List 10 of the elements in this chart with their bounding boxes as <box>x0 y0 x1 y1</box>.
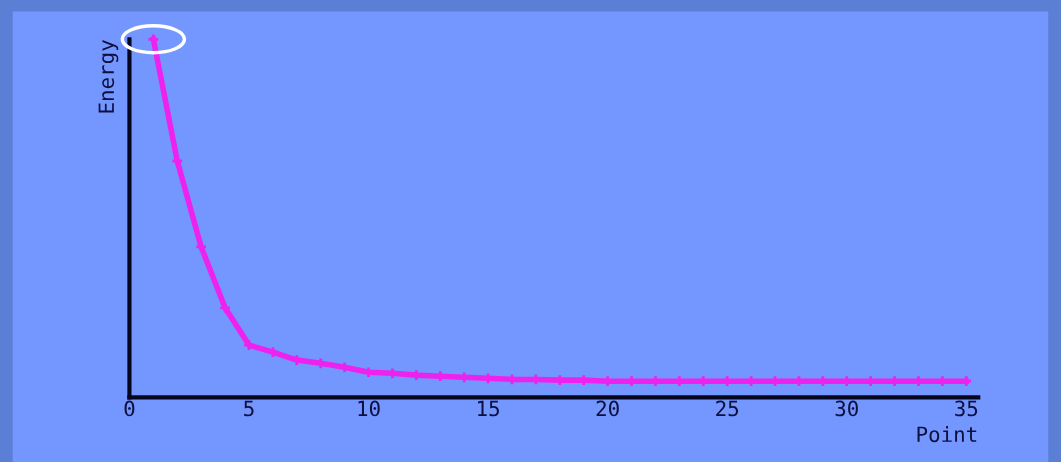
x-tick-label: 15 <box>478 400 499 417</box>
y-axis-title: Energy <box>98 40 119 113</box>
x-tick-label: 25 <box>716 400 739 417</box>
x-tick-label: 10 <box>358 400 380 417</box>
x-tick-label: 20 <box>596 400 619 417</box>
x-tick-label: 35 <box>955 400 978 417</box>
x-axis-title: Point <box>917 426 977 443</box>
x-tick-label: 0 <box>124 400 135 417</box>
x-tick-label: 30 <box>835 400 858 417</box>
x-tick-label: 5 <box>244 400 254 417</box>
